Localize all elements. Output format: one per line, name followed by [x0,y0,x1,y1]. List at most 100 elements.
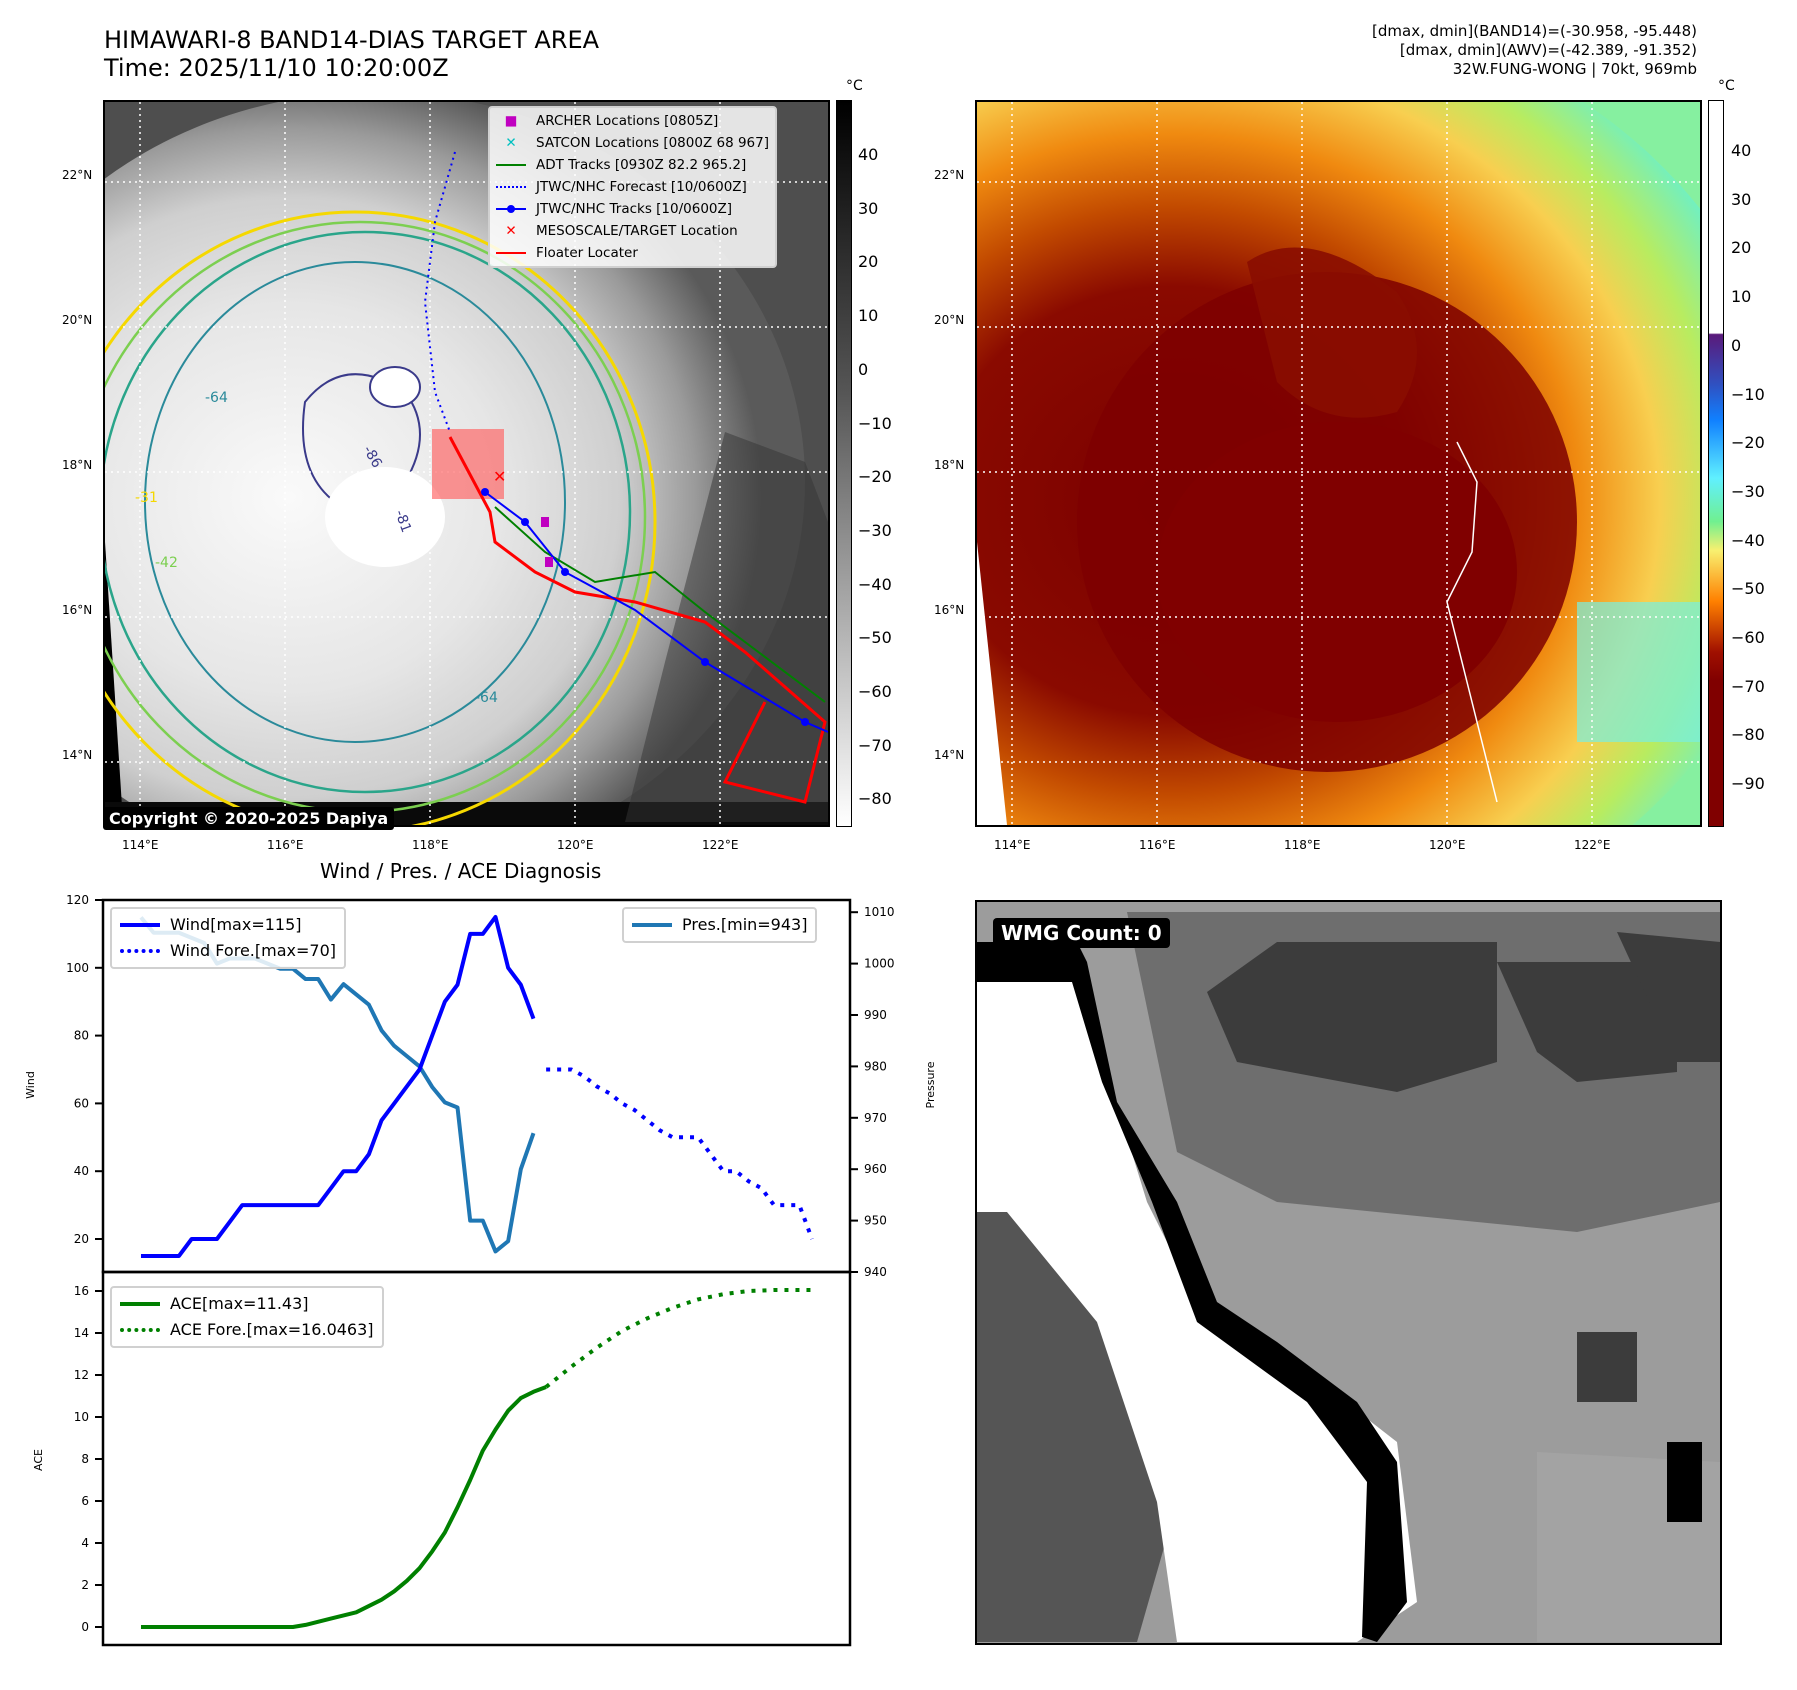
lat-label: 22°N [934,168,965,182]
colorbar-tick-label: −40 [858,574,892,594]
wind-legend: Wind[max=115] Wind Fore.[max=70] [110,907,346,969]
legend-item-ace-forecast: ACE Fore.[max=16.0463] [120,1317,374,1343]
target-area-box [432,429,504,499]
figure-title: HIMAWARI-8 BAND14-DIAS TARGET AREA Time:… [104,26,599,82]
pressure-tick-label: 970 [864,1111,887,1125]
colorbar-tick-label: −30 [858,520,892,540]
legend-item-ace: ACE[max=11.43] [120,1291,374,1317]
ace-legend: ACE[max=11.43] ACE Fore.[max=16.0463] [110,1286,384,1348]
ace-line [140,1385,547,1629]
lon-label: 116°E [1139,838,1176,852]
lon-label: 114°E [994,838,1031,852]
lat-label: 14°N [934,748,965,762]
ace-tick-label: 2 [81,1578,89,1592]
solid-line-icon [120,923,160,927]
colorbar-tick-label: −30 [1731,481,1765,501]
pressure-tick-label: 1000 [864,957,895,971]
chart-title: Wind / Pres. / ACE Diagnosis [320,859,602,883]
colorbar-tick-label: 20 [858,252,879,272]
legend-item-floater: Floater Locater [496,242,769,264]
ir-map-panel: ✕ -86 -64 -31 -42 -64 -81 ■ ARCHER Locat… [103,100,830,827]
wind-tick-label: 20 [74,1232,89,1246]
stats-block: [dmax, dmin](BAND14)=(-30.958, -95.448) … [1372,22,1697,79]
copyright-label: Copyright © 2020-2025 Dapiya [103,807,395,830]
colorbar-tick-label: −10 [858,413,892,433]
pressure-legend: Pres.[min=943] [622,907,818,943]
colorbar-tick-label: −20 [858,467,892,487]
wind-forecast-line [546,1067,814,1240]
dotted-line-icon [496,186,526,188]
contour-label: -64 [475,690,498,706]
solid-line-icon [632,923,672,927]
title-line-time: Time: 2025/11/10 10:20:00Z [104,54,449,82]
colorbar-tick-label: 30 [858,198,879,218]
wind-tick-label: 80 [74,1029,89,1043]
pressure-tick-label: 960 [864,1162,887,1176]
wmg-panel [975,900,1722,1645]
x-marker-icon: ✕ [505,223,517,239]
colorbar-tick-label: −20 [1731,433,1765,453]
lat-label: 20°N [934,313,965,327]
colorbar-tick-label: −60 [1731,628,1765,647]
lat-label: 18°N [934,458,965,472]
lon-label: 116°E [267,838,304,852]
wind-tick-label: 60 [74,1096,89,1110]
lon-label: 120°E [1429,838,1466,852]
colorbar-tick-label: 0 [1731,335,1742,355]
colorbar-tick-label: 0 [858,359,869,379]
square-marker-icon: ■ [504,113,518,129]
grayscale-colorbar [836,100,852,827]
adt-track [494,506,826,703]
floater-track [448,436,827,804]
legend-item-jtwc-tracks: JTWC/NHC Tracks [10/0600Z] [496,198,769,220]
target-location-marker: ✕ [493,467,506,486]
stats-band14: [dmax, dmin](BAND14)=(-30.958, -95.448) [1372,22,1697,40]
lat-label: 18°N [62,458,93,472]
contour-label: -64 [205,390,228,406]
lat-label: 16°N [934,603,965,617]
pressure-tick-label: 950 [864,1214,887,1228]
legend-item-jtwc-forecast: JTWC/NHC Forecast [10/0600Z] [496,176,769,198]
archer-marker [541,517,549,527]
contour-label: -81 [391,508,414,535]
lon-label: 114°E [122,838,159,852]
colorbar-tick-label: −40 [1731,530,1765,550]
legend-item-pressure: Pres.[min=943] [632,912,807,938]
contour-label: -31 [135,490,158,506]
colorbar-tick-label: 10 [858,306,879,326]
colorbar-tick-label: −50 [1731,579,1765,599]
awv-map-image [977,102,1700,825]
pressure-axis-title: Pressure [924,1061,937,1108]
ace-tick-label: 4 [81,1536,89,1550]
ace-tick-label: 10 [74,1410,89,1424]
map-legend: ■ ARCHER Locations [0805Z] ✕ SATCON Loca… [488,106,777,268]
ace-axis-title: ACE [32,1449,45,1471]
ace-tick-label: 14 [74,1326,89,1340]
ace-tick-label: 6 [81,1494,89,1508]
pressure-tick-label: 1010 [864,905,895,919]
colorbar-tick-label: −70 [1731,676,1765,696]
pressure-tick-label: 980 [864,1059,887,1073]
map-gridlines [977,102,1700,825]
lon-label: 120°E [557,838,594,852]
storm-info: 32W.FUNG-WONG | 70kt, 969mb [1452,60,1697,78]
colorbar-tick-label: −50 [858,628,892,648]
legend-item-satcon: ✕ SATCON Locations [0800Z 68 967] [496,132,769,154]
colorbar-unit: °C [846,78,863,94]
solid-line-icon [496,252,526,254]
lon-label: 118°E [1284,838,1321,852]
forecast-track [423,151,456,433]
awv-map-panel [975,100,1702,827]
awv-colorbar [1708,100,1724,827]
wind-axis-title: Wind [24,1071,37,1099]
legend-item-adt: ADT Tracks [0930Z 82.2 965.2] [496,154,769,176]
legend-item-wind-forecast: Wind Fore.[max=70] [120,938,336,964]
lon-label: 122°E [1574,838,1611,852]
lat-label: 16°N [62,603,93,617]
coastline [1446,441,1498,803]
ace-tick-label: 12 [74,1368,89,1382]
solid-line-icon [120,1302,160,1306]
colorbar-tick-label: −90 [1731,774,1765,794]
wmg-image [977,902,1720,1643]
wind-tick-label: 100 [66,961,89,975]
